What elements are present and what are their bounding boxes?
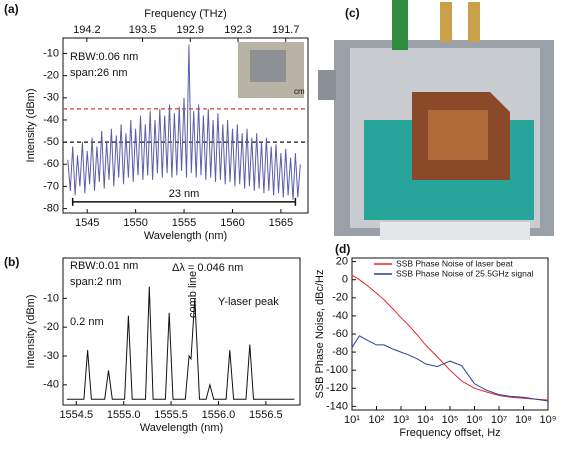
annotation: comb line xyxy=(187,271,199,318)
panel-label: (c) xyxy=(345,6,360,20)
y-tick-label: -40 xyxy=(43,114,59,126)
x2-tick-label: 194.2 xyxy=(73,24,101,36)
plot-frame xyxy=(62,37,309,214)
x-tick-label: 10⁸ xyxy=(515,414,532,426)
x-axis-label: Frequency offset, Hz xyxy=(399,427,500,439)
y-tick-label: -100 xyxy=(326,364,348,376)
x-tick-label: 10¹ xyxy=(344,414,360,426)
y-tick-label: 20 xyxy=(336,256,348,268)
legend-label: SSB Phase Noise of 25.5GHz signal xyxy=(396,268,534,278)
x-tick-label: 1550 xyxy=(123,217,147,229)
y-tick-label: -50 xyxy=(43,136,59,148)
x-tick-label: 10⁴ xyxy=(417,414,434,426)
span-label: 23 nm xyxy=(169,188,200,200)
x-tick-label: 10² xyxy=(369,414,385,426)
y-tick-label: -20 xyxy=(332,292,348,304)
y-tick-label: -10 xyxy=(43,47,59,59)
chip-core xyxy=(428,110,488,160)
x-tick-label: 10³ xyxy=(393,414,409,426)
y-tick-label: -120 xyxy=(326,382,348,394)
y-tick-label: -140 xyxy=(326,400,348,412)
y-tick-label: 0 xyxy=(342,274,348,286)
fiber-tube xyxy=(392,0,408,50)
annotation: span:2 nm xyxy=(70,276,121,288)
panel-label: (b) xyxy=(4,255,19,269)
x-tick-label: 10⁶ xyxy=(466,414,483,426)
annotation: RBW:0.06 nm xyxy=(70,51,138,63)
y-tick-label: -40 xyxy=(43,379,59,391)
side-connector xyxy=(318,70,336,100)
x-tick-label: 1560 xyxy=(220,217,244,229)
y-tick-label: -10 xyxy=(43,292,59,304)
panel-label: (a) xyxy=(4,2,19,16)
data-line xyxy=(66,286,295,400)
x-tick-label: 1565 xyxy=(269,217,293,229)
data-line xyxy=(67,44,301,200)
annotation: RBW:0.01 nm xyxy=(70,260,138,272)
y-tick-label: -30 xyxy=(43,350,59,362)
x2-axis-label: Frequency (THz) xyxy=(144,8,227,20)
legend-label: SSB Phase Noise of laser beat xyxy=(396,258,513,268)
plot-frame xyxy=(62,257,301,406)
y-tick-label: -60 xyxy=(332,328,348,340)
y-axis-label: Intensity (dBm) xyxy=(25,295,37,369)
x2-tick-label: 192.3 xyxy=(224,24,252,36)
device-render: (c) xyxy=(318,0,554,240)
data-line xyxy=(351,274,549,401)
x-tick-label: 1545 xyxy=(75,217,99,229)
x-tick-label: 10⁹ xyxy=(540,414,557,426)
annotation: Y-laser peak xyxy=(218,296,279,308)
y-tick-label: -30 xyxy=(43,92,59,104)
x-tick-label: 1555.5 xyxy=(154,409,188,421)
annotation: Δλ = 0.046 nm xyxy=(172,262,243,274)
data-line xyxy=(351,335,549,402)
x-tick-label: 10⁷ xyxy=(491,414,507,426)
y-tick-label: -80 xyxy=(332,346,348,358)
x-tick-label: 1556.5 xyxy=(249,409,283,421)
x-tick-label: 1555.0 xyxy=(107,409,141,421)
x2-tick-label: 191.7 xyxy=(272,24,300,36)
y-tick-label: -20 xyxy=(43,321,59,333)
plot-frame xyxy=(351,257,549,411)
x-axis-label: Wavelength (nm) xyxy=(144,230,227,242)
base xyxy=(380,222,530,240)
x-tick-label: 1556.0 xyxy=(202,409,236,421)
rf-connector xyxy=(468,2,480,42)
x2-tick-label: 192.9 xyxy=(177,24,205,36)
y-tick-label: -60 xyxy=(43,158,59,170)
panel-label: (d) xyxy=(335,242,350,256)
inset-label: cm xyxy=(294,87,305,96)
x-tick-label: 10⁵ xyxy=(442,414,459,426)
y-tick-label: -80 xyxy=(43,202,59,214)
inset-device xyxy=(250,50,286,82)
annotation: 0.2 nm xyxy=(70,316,104,328)
x-tick-label: 1555 xyxy=(172,217,196,229)
x-tick-label: 1554.5 xyxy=(59,409,93,421)
x2-tick-label: 193.5 xyxy=(129,24,157,36)
rf-connector xyxy=(440,2,452,42)
y-tick-label: -20 xyxy=(43,70,59,82)
x-axis-label: Wavelength (nm) xyxy=(140,422,223,434)
annotation: span:26 nm xyxy=(70,67,127,79)
y-axis-label: Intensity (dBm) xyxy=(25,89,37,163)
y-tick-label: -70 xyxy=(43,180,59,192)
y-axis-label: SSB Phase Noise, dBc/Hz xyxy=(314,269,326,398)
y-tick-label: -40 xyxy=(332,310,348,322)
